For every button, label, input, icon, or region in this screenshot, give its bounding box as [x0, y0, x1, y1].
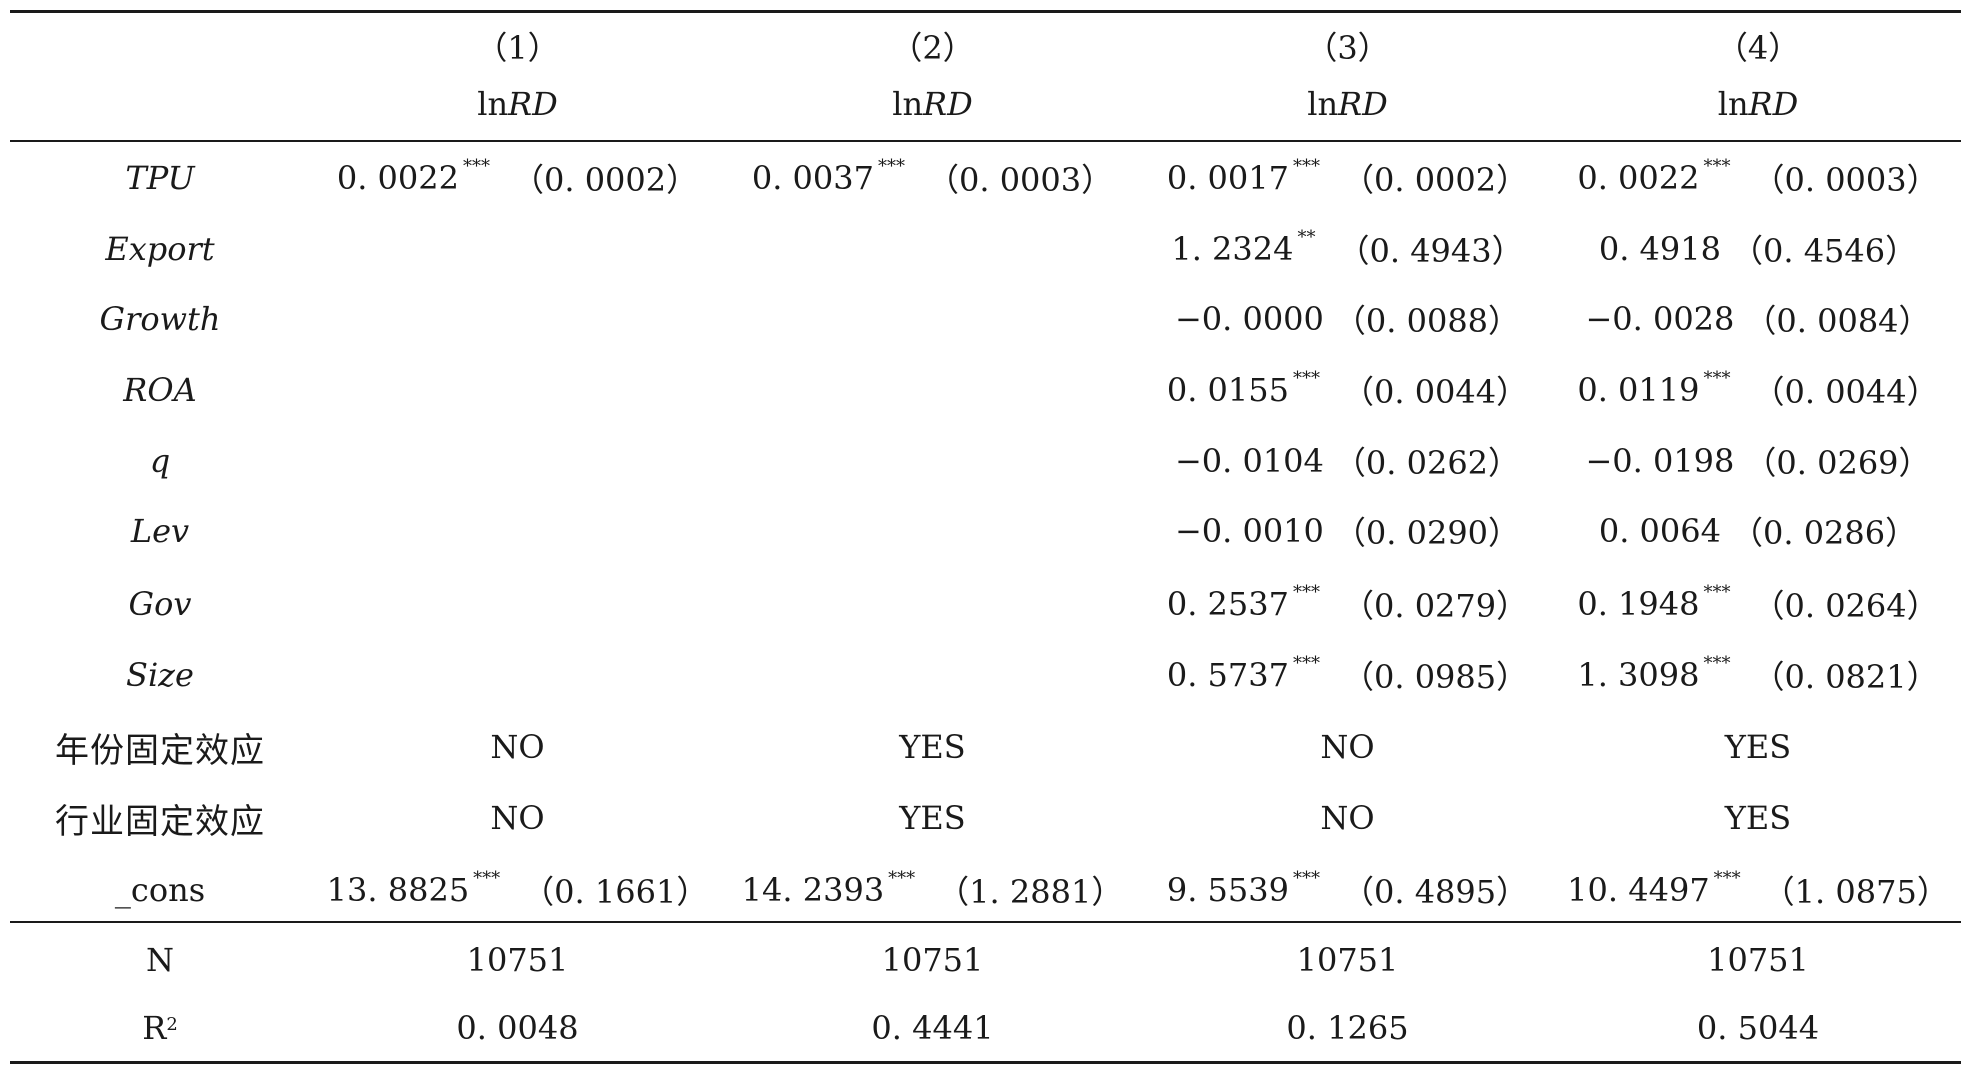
coefficient-cell: 0. 0017 *** （0. 0002） [1166, 155, 1529, 200]
coefficient-cell [725, 576, 1140, 632]
coefficient-cell [725, 291, 1140, 347]
variable-row: Export 1. 2324 ** （0. 4943） 0. 4918 （0. 4546） [0, 221, 1971, 277]
coefficient-cell [310, 503, 725, 559]
row-label: _cons [114, 871, 206, 909]
stat-value: 0. 0048 [456, 1009, 579, 1047]
coefficient-cell: 14. 2393 *** （1. 2881） [741, 867, 1124, 912]
fe-value: YES [899, 799, 966, 837]
coefficient-cell [725, 221, 1140, 277]
fixed-effect-row: 行业固定效应 NO YES NO YES [0, 790, 1971, 846]
coefficient-cell: 0. 5737 *** （0. 0985） [1166, 652, 1529, 697]
header-rule [10, 140, 1961, 142]
coefficient-cell [310, 221, 725, 277]
coefficient-cell: 0. 0119 *** （0. 0044） [1577, 367, 1939, 412]
row-label: N [146, 941, 174, 979]
coefficient-cell: 0. 0022 *** （0. 0002） [336, 155, 699, 200]
fe-value: NO [1320, 799, 1375, 837]
coefficient-cell: 9. 5539 *** （0. 4895） [1166, 867, 1529, 912]
stat-value: 10751 [1707, 941, 1809, 979]
column-number: （4） [1715, 29, 1801, 67]
fe-value: YES [899, 728, 966, 766]
dependent-variable: ln RD [1307, 85, 1388, 123]
coefficient-cell [310, 291, 725, 347]
column-number: （1） [475, 29, 560, 67]
coefficient-cell: 0. 0155 *** （0. 0044） [1166, 367, 1529, 412]
coefficient-cell [310, 576, 725, 632]
coefficient-cell: 0. 0022 *** （0. 0003） [1577, 155, 1939, 200]
header-number-row: （1） （2） （3） （4） [0, 18, 1971, 74]
variable-row: ROA 0. 0155 *** （0. 0044） 0. 0119 *** （0. 0044… [0, 362, 1971, 418]
coefficient-cell: 0. 1948 *** （0. 0264） [1577, 581, 1939, 626]
variable-row: Growth −0. 0000 （0. 0088） −0. 0028 （0. 0084） [0, 291, 1971, 347]
coefficient-cell [725, 647, 1140, 703]
dependent-variable: ln RD [477, 85, 558, 123]
coefficient-cell [725, 362, 1140, 418]
coefficient-cell: 0. 2537 *** （0. 0279） [1166, 581, 1529, 626]
constant-row: _cons 13. 8825 *** （0. 1661） 14. 2393 *** （1… [0, 862, 1971, 918]
stat-value: 0. 5044 [1696, 1009, 1820, 1047]
variable-row: TPU 0. 0022 *** （0. 0002） 0. 0037 *** （0. 0003… [0, 150, 1971, 206]
column-number: （2） [890, 29, 975, 67]
header-dv-row: ln RD ln RD ln RD ln RD [0, 76, 1971, 132]
row-label: Export [105, 230, 215, 268]
stat-value: 10751 [881, 941, 984, 979]
row-label: Lev [130, 512, 190, 550]
fe-value: YES [1724, 799, 1792, 837]
variable-row: q −0. 0104 （0. 0262） −0. 0198 （0. 0269） [0, 433, 1971, 489]
row-label: TPU [125, 159, 195, 197]
stat-value: 0. 1265 [1286, 1009, 1409, 1047]
coefficient-cell [310, 647, 725, 703]
row-label: 年份固定效应 [55, 730, 265, 771]
coefficient-cell: −0. 0198 （0. 0269） [1585, 442, 1931, 482]
coefficient-cell: −0. 0010 （0. 0290） [1174, 512, 1521, 552]
stats-row: N 10751 10751 10751 10751 [0, 932, 1971, 988]
row-label: Gov [128, 585, 192, 623]
row-label: 行业固定效应 [55, 801, 265, 842]
coefficient-cell: 1. 3098 *** （0. 0821） [1577, 652, 1939, 697]
variable-row: Size 0. 5737 *** （0. 0985） 1. 3098 *** （0. 082… [0, 647, 1971, 703]
fixed-effect-row: 年份固定效应 NO YES NO YES [0, 719, 1971, 775]
column-number: （3） [1305, 29, 1390, 67]
fe-value: NO [490, 728, 545, 766]
bottom-rule [10, 1061, 1961, 1064]
coefficient-cell [725, 503, 1140, 559]
row-label: q [149, 442, 171, 480]
stat-value: 0. 4441 [871, 1009, 994, 1047]
coefficient-cell: 13. 8825 *** （0. 1661） [326, 867, 709, 912]
dependent-variable: ln RD [892, 85, 973, 123]
stats-rule [10, 921, 1961, 923]
coefficient-cell: 0. 0064 （0. 0286） [1598, 512, 1918, 552]
coefficient-cell: −0. 0028 （0. 0084） [1585, 300, 1931, 340]
coefficient-cell: 0. 4918 （0. 4546） [1598, 230, 1918, 270]
row-label: Size [126, 656, 194, 694]
coefficient-cell [310, 433, 725, 489]
variable-row: Gov 0. 2537 *** （0. 0279） 0. 1948 *** （0. 0264… [0, 576, 1971, 632]
stat-value: 10751 [466, 941, 569, 979]
fe-value: YES [1724, 728, 1792, 766]
fe-value: NO [1320, 728, 1375, 766]
coefficient-cell: 1. 2324 ** （0. 4943） [1171, 226, 1524, 271]
stat-value: 10751 [1296, 941, 1399, 979]
coefficient-cell: 10. 4497 *** （1. 0875） [1567, 867, 1949, 912]
coefficient-cell: −0. 0104 （0. 0262） [1174, 442, 1521, 482]
row-label: Growth [99, 300, 221, 338]
row-label: ROA [123, 371, 197, 409]
coefficient-cell: −0. 0000 （0. 0088） [1174, 300, 1521, 340]
top-rule [10, 10, 1961, 13]
coefficient-cell [310, 362, 725, 418]
coefficient-cell [725, 433, 1140, 489]
coefficient-cell: 0. 0037 *** （0. 0003） [751, 155, 1114, 200]
variable-row: Lev −0. 0010 （0. 0290） 0. 0064 （0. 0286） [0, 503, 1971, 559]
dependent-variable: ln RD [1717, 85, 1799, 123]
fe-value: NO [490, 799, 545, 837]
